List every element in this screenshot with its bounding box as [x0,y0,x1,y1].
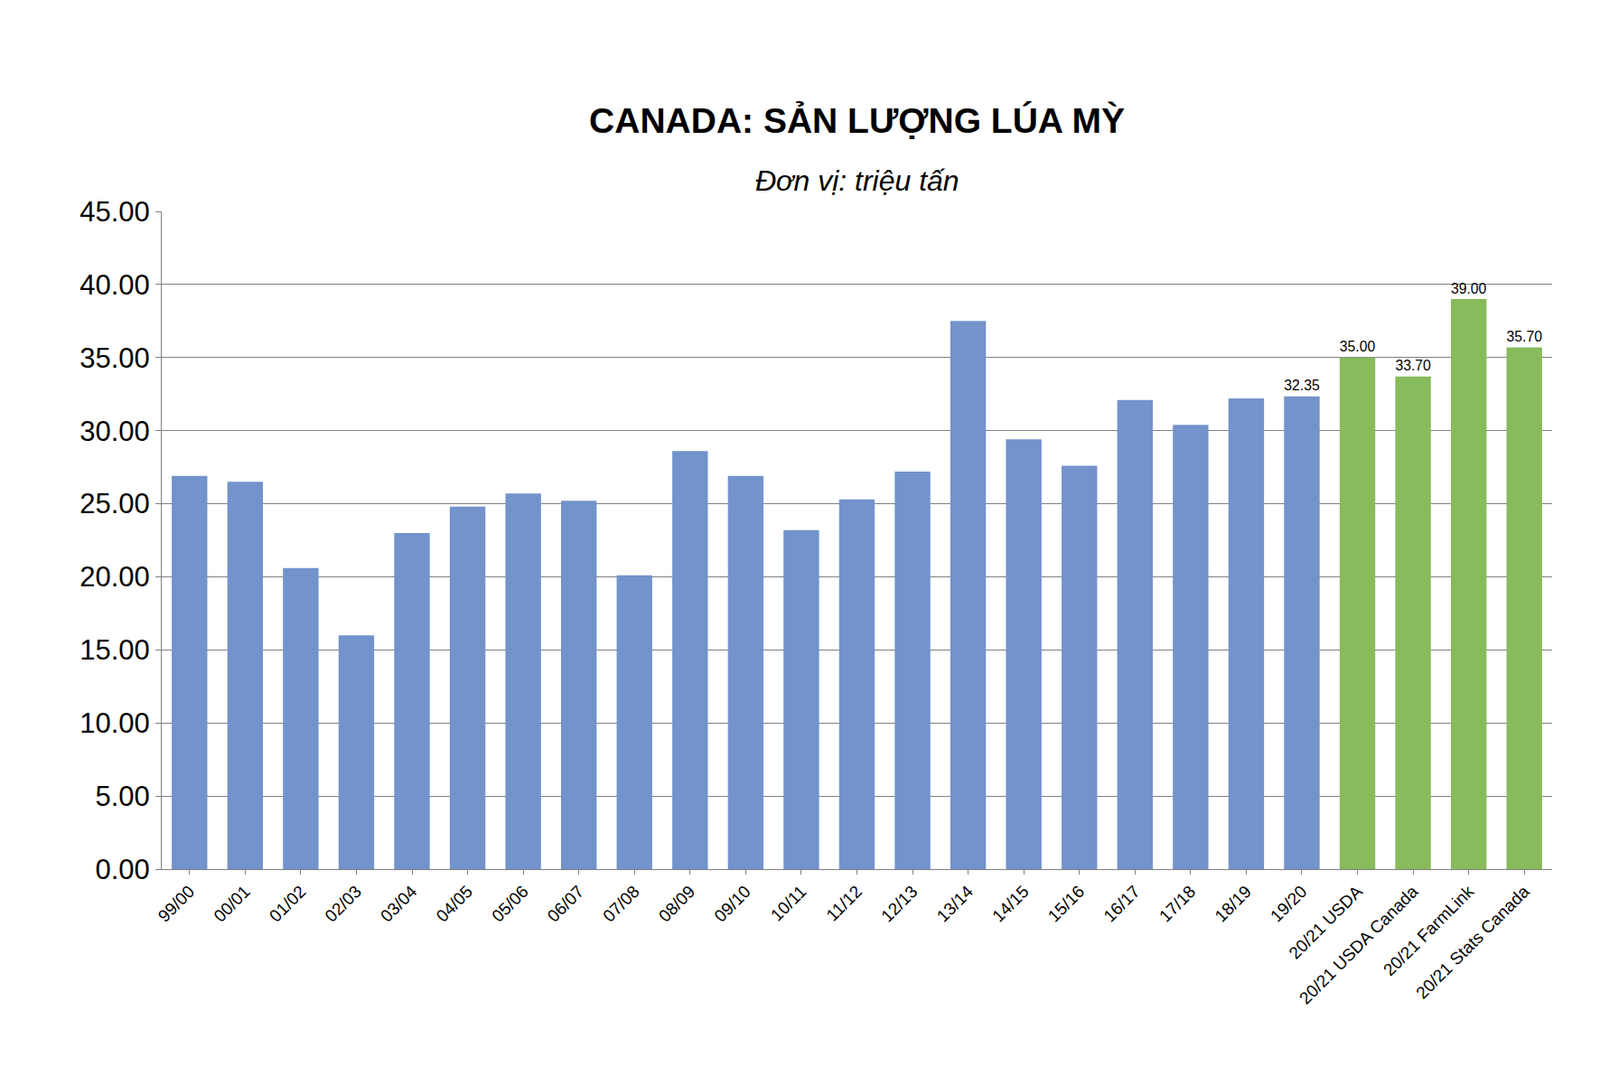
svg-text:19/20: 19/20 [1266,881,1310,926]
svg-text:04/05: 04/05 [432,881,477,926]
svg-text:20/21 FarmLink: 20/21 FarmLink [1379,881,1479,981]
svg-text:20/21 USDA: 20/21 USDA [1285,881,1367,964]
svg-text:99/00: 99/00 [154,881,198,926]
svg-text:00/01: 00/01 [209,881,253,926]
svg-text:35.00: 35.00 [79,342,150,375]
svg-text:05/06: 05/06 [487,881,532,926]
svg-text:32.35: 32.35 [1283,377,1320,393]
svg-text:20.00: 20.00 [79,561,150,593]
svg-text:18/19: 18/19 [1210,881,1254,926]
svg-text:0.00: 0.00 [94,853,150,886]
svg-text:5.00: 5.00 [94,780,150,813]
svg-text:06/07: 06/07 [543,881,588,926]
svg-text:45.00: 45.00 [79,196,150,228]
svg-text:16/17: 16/17 [1099,881,1143,926]
svg-text:13/14: 13/14 [933,881,978,927]
svg-text:07/08: 07/08 [598,881,643,926]
svg-text:11/12: 11/12 [823,881,866,925]
svg-text:01/02: 01/02 [265,881,309,926]
svg-text:39.00: 39.00 [1450,280,1488,297]
svg-text:12/13: 12/13 [877,881,921,926]
svg-text:25.00: 25.00 [79,487,150,520]
svg-text:10.00: 10.00 [79,707,150,740]
svg-text:20/21 Stats Canada: 20/21 Stats Canada [1412,881,1534,1003]
svg-text:30.00: 30.00 [79,415,150,448]
svg-text:35.70: 35.70 [1506,328,1544,345]
svg-text:Đơn vị: triệu tấn: Đơn vị: triệu tấn [755,164,960,197]
svg-text:15/16: 15/16 [1044,881,1088,926]
svg-text:40.00: 40.00 [79,269,150,301]
svg-text:15.00: 15.00 [79,634,150,666]
svg-text:02/03: 02/03 [321,881,365,926]
svg-text:10/11: 10/11 [767,881,810,925]
svg-text:03/04: 03/04 [376,881,422,927]
svg-text:14/15: 14/15 [988,881,1032,926]
svg-text:33.70: 33.70 [1394,357,1432,374]
svg-text:20/21 USDA Canada: 20/21 USDA Canada [1295,881,1423,1009]
svg-text:CANADA: SẢN LƯỢNG LÚA MỲ: CANADA: SẢN LƯỢNG LÚA MỲ [589,101,1125,141]
svg-text:17/18: 17/18 [1155,881,1199,926]
svg-text:08/09: 08/09 [654,881,699,926]
svg-text:09/10: 09/10 [710,881,754,926]
svg-text:35.00: 35.00 [1339,338,1376,355]
